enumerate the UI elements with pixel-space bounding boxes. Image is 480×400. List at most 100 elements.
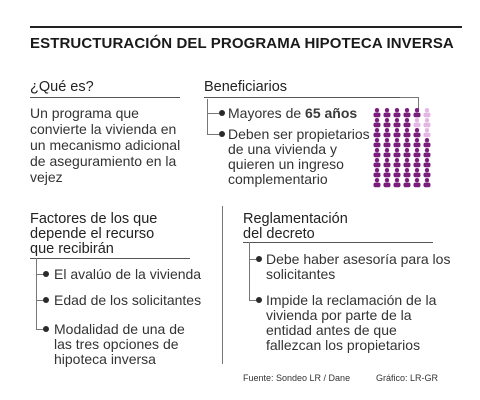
reglamentacion-item-line: vivienda por parte de la	[266, 307, 412, 323]
age-prefix: Mayores de	[228, 105, 306, 121]
factores-branch	[36, 329, 46, 330]
person-icon	[393, 158, 401, 168]
person-icon	[383, 118, 391, 128]
person-icon	[423, 168, 431, 178]
source-credit: Fuente: Sondeo LR / Dane	[243, 373, 351, 383]
person-icon	[393, 168, 401, 178]
factores-heading: Factores de los que depende el recurso q…	[30, 212, 157, 257]
factores-item-line: Modalidad de una de	[54, 321, 185, 337]
person-icon	[413, 178, 421, 188]
que-es-line: vejez	[30, 169, 63, 185]
factores-connector	[36, 258, 37, 330]
factores-item: Edad de los solicitantes	[54, 292, 202, 308]
factores-branch	[36, 274, 46, 275]
owners-line: Deben ser propietarios	[228, 126, 370, 142]
person-icon	[403, 108, 411, 118]
person-icon	[373, 158, 381, 168]
que-es-heading: ¿Qué es?	[30, 79, 94, 95]
person-icon	[373, 108, 381, 118]
que-es-line: un mecanismo adicional	[30, 137, 181, 153]
person-icon	[413, 138, 421, 148]
person-icon	[413, 118, 421, 128]
beneficiarios-item-age: Mayores de 65 años	[228, 106, 357, 121]
person-icon	[413, 168, 421, 178]
reglamentacion-branch	[249, 259, 258, 260]
que-es-line: de aseguramiento en la	[30, 153, 177, 169]
person-icon	[423, 108, 431, 118]
person-icon	[393, 138, 401, 148]
person-icon	[413, 108, 421, 118]
reglamentacion-underline	[243, 242, 433, 243]
person-icon	[373, 148, 381, 158]
factores-heading-line: Factores de los que	[30, 211, 158, 227]
factores-underline	[30, 258, 190, 259]
person-icon	[383, 108, 391, 118]
person-icon	[423, 148, 431, 158]
reglamentacion-item: Impide la reclamación de la vivienda por…	[266, 293, 436, 353]
person-icon	[403, 148, 411, 158]
person-icon	[403, 168, 411, 178]
top-rule	[30, 26, 462, 28]
person-icon	[413, 128, 421, 138]
bullet-dot	[43, 326, 49, 332]
person-icon	[383, 168, 391, 178]
person-icon	[373, 168, 381, 178]
factores-item: Modalidad de una de las tres opciones de…	[54, 322, 185, 367]
person-icon	[423, 118, 431, 128]
factores-heading-line: depende el recurso	[30, 226, 155, 242]
people-grid	[373, 108, 431, 188]
person-icon	[423, 138, 431, 148]
reglamentacion-item-line: Impide la reclamación de la	[266, 292, 437, 308]
person-icon	[413, 148, 421, 158]
person-icon	[383, 128, 391, 138]
beneficiarios-underline	[204, 97, 400, 98]
bullet-dot	[219, 131, 225, 137]
reglamentacion-item-line: Debe haber asesoría para los	[266, 251, 451, 267]
person-icon	[373, 118, 381, 128]
beneficiarios-connector	[207, 99, 208, 135]
person-icon	[403, 158, 411, 168]
reglamentacion-item: Debe haber asesoría para los solicitante…	[266, 252, 450, 282]
owners-line: complementario	[228, 171, 328, 187]
bullet-dot	[43, 297, 49, 303]
person-icon	[403, 118, 411, 128]
age-value: 65 años	[305, 105, 358, 121]
graphic-credit: Gráfico: LR-GR	[376, 373, 439, 383]
person-icon	[383, 148, 391, 158]
person-icon	[393, 118, 401, 128]
reglamentacion-heading-line: Reglamentación	[243, 211, 348, 227]
person-icon	[393, 108, 401, 118]
reglamentacion-heading: Reglamentación del decreto	[243, 212, 348, 242]
person-icon	[423, 158, 431, 168]
column-separator	[222, 206, 223, 364]
beneficiarios-heading: Beneficiarios	[204, 79, 288, 95]
reglamentacion-heading-line: del decreto	[243, 226, 315, 242]
factores-item-line: hipoteca inversa	[54, 351, 156, 367]
people-connector-vertical	[418, 98, 419, 112]
person-icon	[393, 128, 401, 138]
person-icon	[393, 178, 401, 188]
person-icon	[413, 158, 421, 168]
person-icon	[423, 128, 431, 138]
page-title: ESTRUCTURACIÓN DEL PROGRAMA HIPOTECA INV…	[30, 35, 454, 52]
person-icon	[383, 178, 391, 188]
bullet-dot	[256, 256, 262, 262]
factores-heading-line: que recibirán	[30, 241, 114, 257]
que-es-description: Un programa que convierte la vivienda en…	[30, 105, 180, 185]
bullet-dot	[219, 110, 225, 116]
person-icon	[373, 128, 381, 138]
que-es-underline	[30, 97, 180, 98]
factores-branch	[36, 300, 46, 301]
reglamentacion-item-line: solicitantes	[266, 266, 336, 282]
person-icon	[383, 138, 391, 148]
factores-item-line: las tres opciones de	[54, 336, 179, 352]
beneficiarios-branch	[207, 113, 219, 114]
reglamentacion-connector	[249, 242, 250, 301]
que-es-line: convierte la vivienda en	[30, 121, 177, 137]
person-icon	[423, 178, 431, 188]
reglamentacion-branch	[249, 300, 258, 301]
reglamentacion-item-line: fallezcan los propietarios	[266, 337, 421, 353]
person-icon	[403, 128, 411, 138]
person-icon	[393, 148, 401, 158]
bullet-dot	[256, 297, 262, 303]
